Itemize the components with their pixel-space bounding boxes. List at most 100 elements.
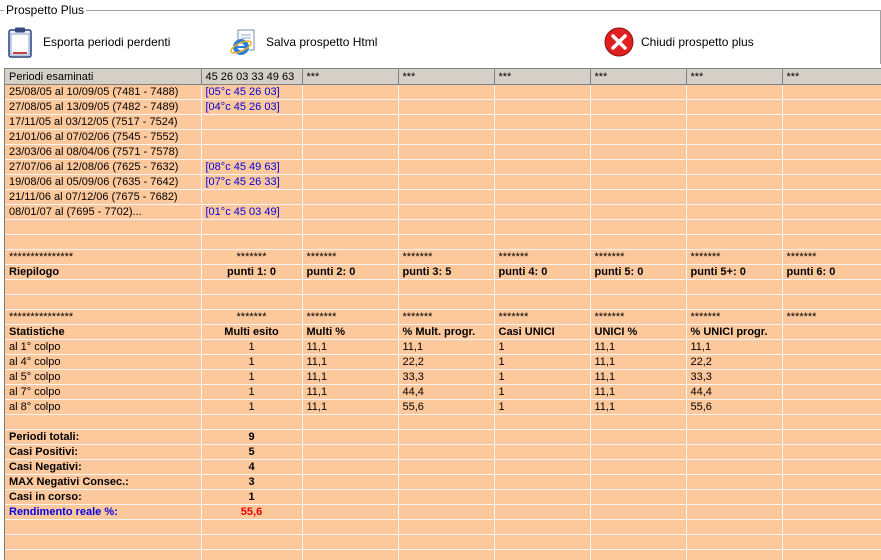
totals-value: 5 bbox=[201, 445, 302, 460]
stats-value: 55,6 bbox=[686, 400, 782, 415]
group-title: Prospetto Plus bbox=[4, 3, 86, 17]
header-col-5[interactable]: *** bbox=[494, 69, 590, 85]
period-row[interactable]: 08/01/07 al (7695 - 7702)...[01°c 45 03 … bbox=[5, 205, 881, 220]
header-col-7[interactable]: *** bbox=[686, 69, 782, 85]
header-numbers[interactable]: 45 26 03 33 49 63 bbox=[201, 69, 302, 85]
rendimento-label: Rendimento reale %: bbox=[5, 505, 201, 520]
period-row[interactable]: 27/08/05 al 13/09/05 (7482 - 7489)[04°c … bbox=[5, 100, 881, 115]
period-row[interactable]: 25/08/05 al 10/09/05 (7481 - 7488)[05°c … bbox=[5, 85, 881, 100]
separator-cell: ******* bbox=[686, 250, 782, 265]
stats-value: 11,1 bbox=[302, 355, 398, 370]
totals-value: 9 bbox=[201, 430, 302, 445]
stats-value: 1 bbox=[201, 370, 302, 385]
stats-value: 11,1 bbox=[302, 340, 398, 355]
totals-row[interactable]: Casi Positivi:5 bbox=[5, 445, 881, 460]
stats-value: 44,4 bbox=[398, 385, 494, 400]
empty-row bbox=[5, 550, 881, 560]
stats-value: 1 bbox=[494, 400, 590, 415]
header-col-8[interactable]: *** bbox=[782, 69, 881, 85]
period-row[interactable]: 23/03/06 al 08/04/06 (7571 - 7578) bbox=[5, 145, 881, 160]
stats-value: 11,1 bbox=[398, 340, 494, 355]
riepilogo-punti-4: punti 4: 0 bbox=[494, 265, 590, 280]
header-col-6[interactable]: *** bbox=[590, 69, 686, 85]
separator-cell: ******* bbox=[398, 250, 494, 265]
save-html-button[interactable]: Salva prospetto Html bbox=[228, 24, 377, 60]
totals-label: MAX Negativi Consec.: bbox=[5, 475, 201, 490]
totals-label: Casi Negativi: bbox=[5, 460, 201, 475]
period-range: 08/01/07 al (7695 - 7702)... bbox=[5, 205, 201, 220]
riepilogo-punti-2: punti 2: 0 bbox=[302, 265, 398, 280]
period-row[interactable]: 19/08/06 al 05/09/06 (7635 - 7642)[07°c … bbox=[5, 175, 881, 190]
empty-row bbox=[5, 295, 881, 310]
stats-unici-progr: % UNICI progr. bbox=[686, 325, 782, 340]
period-row[interactable]: 21/11/06 al 07/12/06 (7675 - 7682) bbox=[5, 190, 881, 205]
separator-cell: ******* bbox=[782, 250, 881, 265]
stats-value: 1 bbox=[494, 385, 590, 400]
period-hit: [04°c 45 26 03] bbox=[201, 100, 302, 115]
period-hit: [01°c 45 03 49] bbox=[201, 205, 302, 220]
separator-row: *************** ******* ******* ******* … bbox=[5, 250, 881, 265]
period-row[interactable]: 27/07/06 al 12/08/06 (7625 - 7632)[08°c … bbox=[5, 160, 881, 175]
stats-value: 55,6 bbox=[398, 400, 494, 415]
stats-value: 33,3 bbox=[686, 370, 782, 385]
totals-value: 3 bbox=[201, 475, 302, 490]
period-row[interactable]: 17/11/05 al 03/12/05 (7517 - 7524) bbox=[5, 115, 881, 130]
totals-row[interactable]: MAX Negativi Consec.:3 bbox=[5, 475, 881, 490]
riepilogo-label: Riepilogo bbox=[5, 265, 201, 280]
header-col-3[interactable]: *** bbox=[302, 69, 398, 85]
stats-colpo: al 8° colpo bbox=[5, 400, 201, 415]
separator-cell: ******* bbox=[201, 310, 302, 325]
stats-value: 11,1 bbox=[302, 400, 398, 415]
stats-header-row[interactable]: Statistiche Multi esito Multi % % Mult. … bbox=[5, 325, 881, 340]
totals-row[interactable]: Casi in corso:1 bbox=[5, 490, 881, 505]
totals-label: Casi Positivi: bbox=[5, 445, 201, 460]
stats-value: 11,1 bbox=[302, 370, 398, 385]
stats-empty bbox=[782, 325, 881, 340]
export-losing-periods-button[interactable]: Esporta periodi perdenti bbox=[5, 24, 170, 60]
stats-colpo: al 1° colpo bbox=[5, 340, 201, 355]
separator-cell: ******* bbox=[686, 310, 782, 325]
period-range: 23/03/06 al 08/04/06 (7571 - 7578) bbox=[5, 145, 201, 160]
separator-cell: *************** bbox=[5, 250, 201, 265]
stats-mult-progr: % Mult. progr. bbox=[398, 325, 494, 340]
header-col-4[interactable]: *** bbox=[398, 69, 494, 85]
prospetto-grid[interactable]: Periodi esaminati 45 26 03 33 49 63 *** … bbox=[4, 68, 881, 560]
stats-value: 1 bbox=[201, 400, 302, 415]
stats-value: 1 bbox=[494, 370, 590, 385]
stats-value: 11,1 bbox=[590, 370, 686, 385]
stats-value: 11,1 bbox=[590, 385, 686, 400]
riepilogo-punti-1: punti 1: 0 bbox=[201, 265, 302, 280]
riepilogo-row[interactable]: Riepilogo punti 1: 0 punti 2: 0 punti 3:… bbox=[5, 265, 881, 280]
save-button-label: Salva prospetto Html bbox=[266, 35, 377, 49]
stats-value: 1 bbox=[201, 355, 302, 370]
close-icon bbox=[603, 26, 635, 58]
header-periodi[interactable]: Periodi esaminati bbox=[5, 69, 201, 85]
period-hit bbox=[201, 115, 302, 130]
totals-row[interactable]: Casi Negativi:4 bbox=[5, 460, 881, 475]
stats-value: 1 bbox=[494, 340, 590, 355]
stats-value: 11,1 bbox=[302, 385, 398, 400]
separator-cell: ******* bbox=[494, 310, 590, 325]
separator-cell: ******* bbox=[782, 310, 881, 325]
stats-value: 22,2 bbox=[398, 355, 494, 370]
period-range: 27/08/05 al 13/09/05 (7482 - 7489) bbox=[5, 100, 201, 115]
prospetto-plus-group: Prospetto Plus Esporta periodi perdenti … bbox=[0, 0, 881, 64]
rendimento-row[interactable]: Rendimento reale %:55,6 bbox=[5, 505, 881, 520]
rendimento-value: 55,6 bbox=[201, 505, 302, 520]
close-prospetto-button[interactable]: Chiudi prospetto plus bbox=[603, 24, 754, 60]
totals-row[interactable]: Periodi totali:9 bbox=[5, 430, 881, 445]
period-range: 25/08/05 al 10/09/05 (7481 - 7488) bbox=[5, 85, 201, 100]
period-row[interactable]: 21/01/06 al 07/02/06 (7545 - 7552) bbox=[5, 130, 881, 145]
stats-casi-unici: Casi UNICI bbox=[494, 325, 590, 340]
stats-colpo: al 5° colpo bbox=[5, 370, 201, 385]
empty-row bbox=[5, 235, 881, 250]
stats-value: 1 bbox=[201, 340, 302, 355]
stats-multi-esito: Multi esito bbox=[201, 325, 302, 340]
stats-value: 1 bbox=[494, 355, 590, 370]
stats-unici-pct: UNICI % bbox=[590, 325, 686, 340]
